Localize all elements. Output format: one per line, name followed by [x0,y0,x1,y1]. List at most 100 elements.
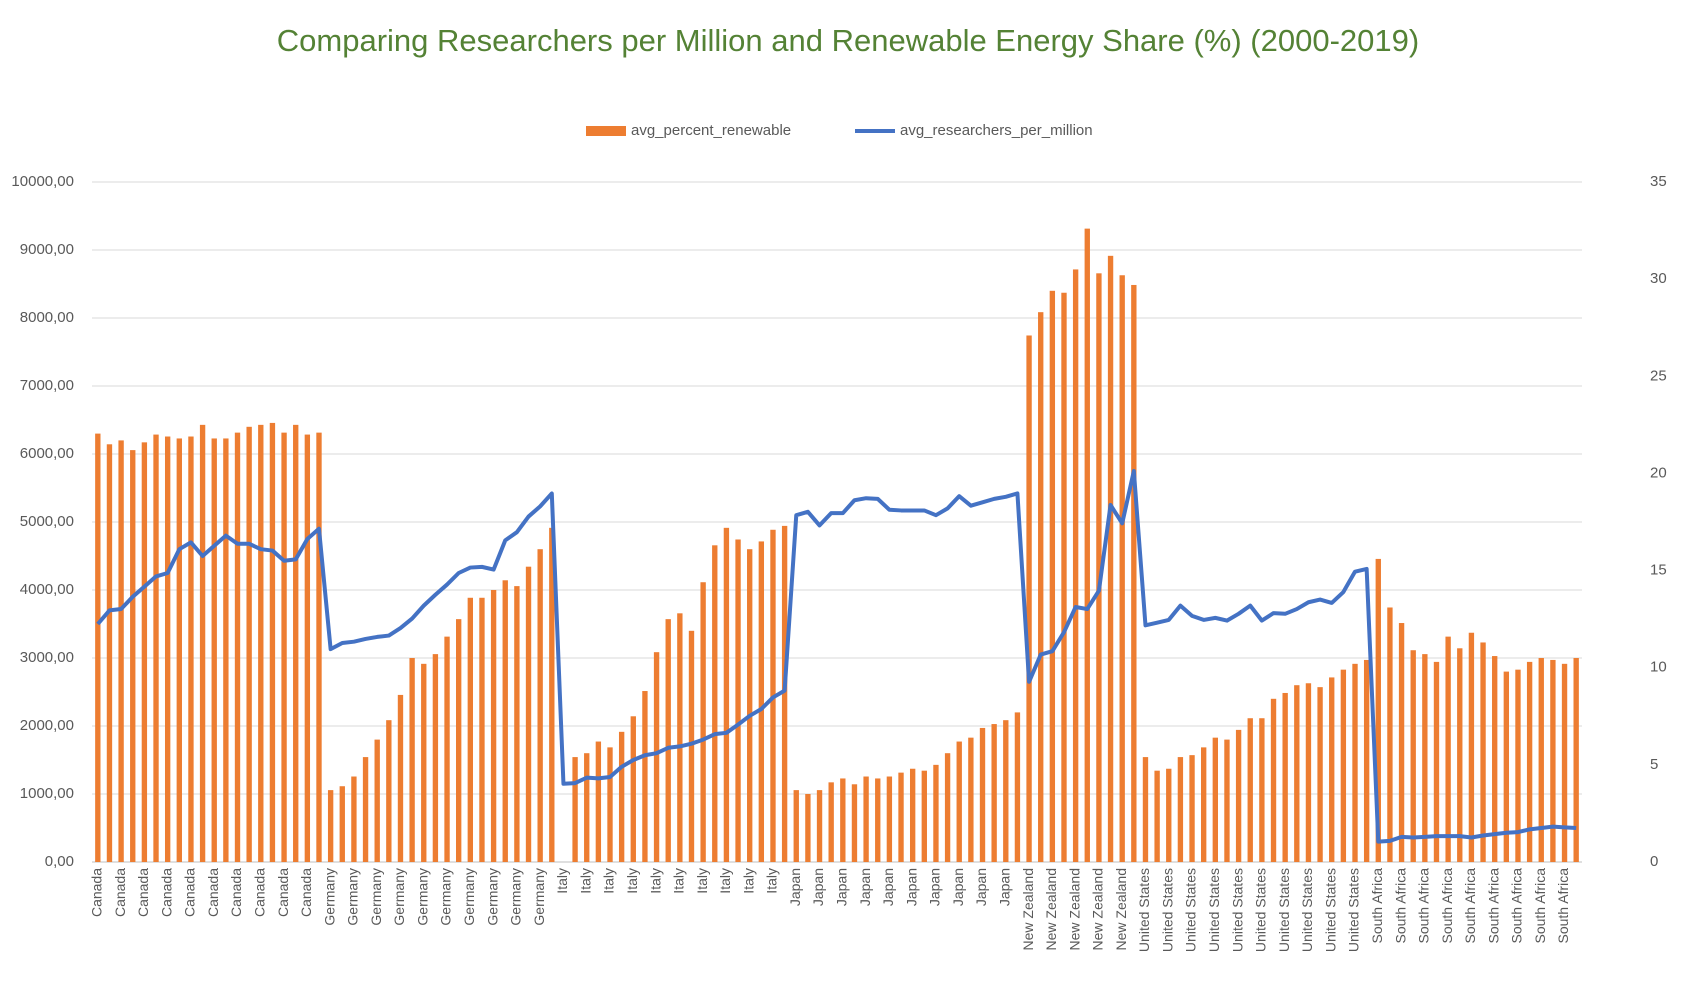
x-tick-label: Germany [461,868,477,926]
bar [1317,687,1323,862]
bar [95,433,101,862]
bar [723,527,730,862]
y2-tick-label: 25 [1650,367,1667,384]
bar [490,590,497,862]
x-tick-label: South Africa [1392,868,1408,944]
bar [956,741,962,862]
bar [933,764,939,862]
bar [234,432,241,862]
x-tick-label: New Zealand [1043,868,1059,951]
y-tick-label: 6000,00 [20,445,74,462]
bar [677,613,683,862]
bar [1061,292,1067,862]
bar [584,753,590,862]
bar [1515,669,1521,862]
y2-tick-label: 30 [1650,270,1667,287]
bar [1166,768,1172,862]
y2-tick-label: 5 [1650,756,1658,773]
bar [1329,677,1335,862]
bar [246,426,252,862]
bar [921,770,927,862]
bar [1457,648,1463,862]
bar [1096,273,1102,862]
bar [502,580,508,862]
bar [688,630,695,862]
bar [1131,284,1137,862]
bar [1201,747,1207,862]
x-tick-label: Italy [577,868,593,894]
bar [572,757,578,862]
bar [258,424,264,862]
bar [781,525,788,862]
bar [1154,770,1160,862]
bar [269,422,276,862]
x-tick-label: Canada [251,868,267,917]
x-tick-label: South Africa [1416,868,1432,944]
x-tick-label: Canada [275,868,291,917]
x-tick-label: United States [1322,868,1338,952]
bar [1119,275,1125,862]
bar [351,776,357,862]
bar [712,545,718,862]
bar [130,450,136,862]
bar [327,790,334,862]
bar [1224,739,1230,862]
x-tick-label: Italy [554,868,570,894]
bar [793,790,799,862]
y-tick-label: 9000,00 [20,241,74,258]
x-tick-label: South Africa [1369,868,1385,944]
x-tick-label: United States [1159,868,1175,952]
x-tick-label: Italy [647,868,663,894]
y-tick-label: 3000,00 [20,649,74,666]
bar [176,438,182,862]
bar [537,549,543,862]
bar [211,438,217,862]
bar [1422,654,1428,862]
bar [909,768,916,862]
bar [1468,632,1475,862]
x-tick-label: Japan [834,868,850,906]
legend-label: avg_researchers_per_million [900,122,1093,139]
x-tick-label: United States [1346,868,1362,952]
bar [944,753,951,862]
x-tick-label: United States [1206,868,1222,952]
x-tick-label: South Africa [1555,868,1571,944]
bar [1282,692,1288,862]
bar [1189,755,1195,862]
chart-title: Comparing Researchers per Million and Re… [277,23,1419,58]
bar [316,432,322,862]
bar [467,597,473,862]
bar [1270,698,1277,862]
bar [1538,658,1544,862]
legend-swatch [586,126,626,136]
bar [304,434,311,862]
x-tick-label: Germany [345,868,361,926]
bar [968,737,974,862]
bar [747,549,753,862]
x-tick-label: Japan [996,868,1012,906]
bar [840,778,846,862]
bar [1212,737,1218,862]
bar [1363,659,1370,862]
x-tick-label: New Zealand [1090,868,1106,951]
bar [1177,757,1184,862]
bar [362,757,369,862]
bar [339,786,345,862]
x-tick-label: Japan [787,868,803,906]
x-tick-label: Germany [508,868,524,926]
bar [735,539,741,862]
bar [1049,290,1056,862]
x-tick-label: New Zealand [1113,868,1129,951]
bar [1526,661,1533,862]
x-tick-label: Germany [368,868,384,926]
bar [293,424,299,862]
bar [118,440,124,862]
bar [188,436,194,862]
bar [153,434,159,862]
bar [281,432,287,862]
x-tick-label: South Africa [1532,868,1548,944]
bar [409,658,415,862]
bar [758,541,765,862]
x-tick-label: Italy [740,868,756,894]
bar [642,691,648,862]
